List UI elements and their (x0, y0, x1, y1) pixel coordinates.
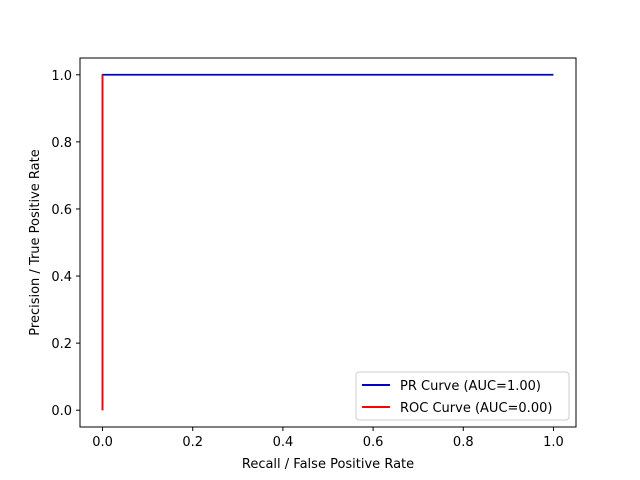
x-axis-ticks: 0.0 0.2 0.4 0.6 0.8 1.0 (92, 427, 564, 450)
x-tick-label: 0.4 (273, 435, 294, 450)
legend-label-roc-curve: ROC Curve (AUC=0.00) (400, 401, 552, 416)
y-tick-label: 0.0 (51, 404, 72, 419)
plot-area (80, 58, 576, 427)
y-tick-label: 0.2 (51, 337, 72, 352)
x-tick-label: 0.8 (453, 435, 474, 450)
legend-box (355, 371, 570, 421)
y-axis-ticks: 0.0 0.2 0.4 0.6 0.8 1.0 (51, 69, 80, 419)
plot-frame (79, 57, 577, 428)
x-tick-label: 1.0 (543, 435, 564, 450)
y-tick-label: 1.0 (51, 69, 72, 84)
x-tick-label: 0.2 (182, 435, 203, 450)
y-axis-label: Precision / True Positive Rate (28, 149, 43, 335)
x-tick-label: 0.0 (92, 435, 113, 450)
y-tick-label: 0.4 (51, 270, 72, 285)
y-tick-label: 0.6 (51, 203, 72, 218)
legend-label-pr-curve: PR Curve (AUC=1.00) (400, 379, 541, 394)
series-layer (101, 73, 554, 411)
y-tick-label: 0.8 (51, 136, 72, 151)
legend: PR Curve (AUC=1.00) ROC Curve (AUC=0.00) (355, 371, 570, 421)
x-axis-label: Recall / False Positive Rate (242, 457, 414, 472)
x-tick-label: 0.6 (363, 435, 384, 450)
